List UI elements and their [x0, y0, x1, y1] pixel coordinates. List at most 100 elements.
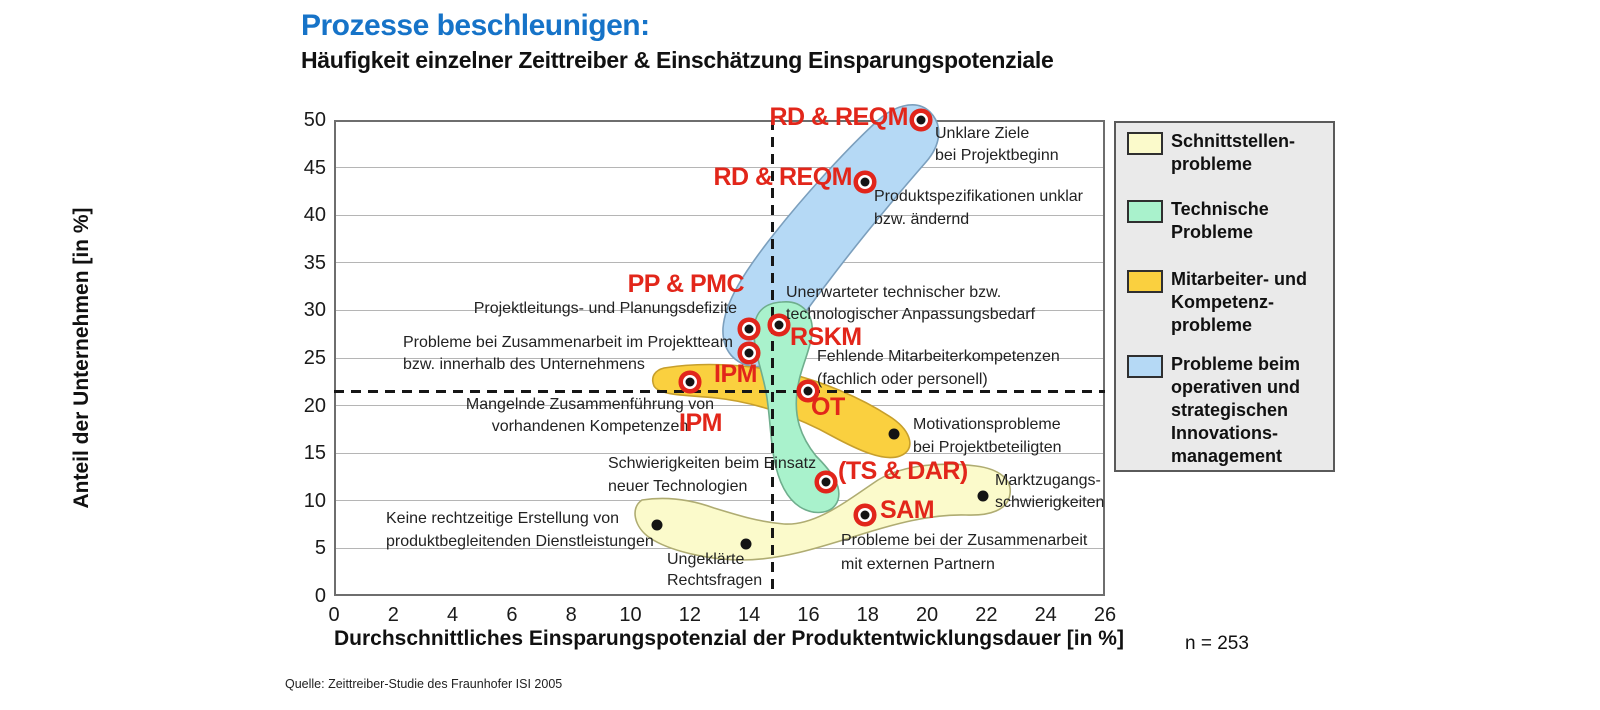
sample-size: n = 253 — [1185, 633, 1249, 654]
point-description-ts_dar: Schwierigkeiten beim Einsatz neuer Techno… — [608, 452, 816, 498]
plot-frame — [334, 120, 1105, 596]
y-tick-label: 50 — [303, 109, 326, 131]
legend-label-line: probleme — [1171, 315, 1253, 335]
cmmi-label-rskm: RSKM — [790, 323, 862, 351]
x-tick-label: 0 — [328, 604, 340, 626]
gridline-y-30 — [334, 309, 1105, 311]
legend-label-line: Mitarbeiter- und — [1171, 269, 1308, 289]
point-description-line: vorhandenen Kompetenzen — [491, 418, 689, 435]
cmmi-label-unklare_ziele: RD & REQM — [769, 103, 908, 131]
x-tick-label: 12 — [678, 604, 701, 626]
point-description-dienstleistungen: Keine rechtzeitige Erstellung von produkt… — [386, 507, 654, 553]
legend-label-line: Technische — [1171, 199, 1269, 219]
schnittstellen-legend-swatch — [1127, 132, 1163, 155]
technisch-legend-swatch — [1127, 200, 1163, 223]
y-tick-label: 30 — [303, 299, 326, 322]
y-tick-label: 10 — [303, 489, 326, 512]
point-description-line: Probleme bei der Zusammenarbeit — [841, 532, 1088, 549]
point-description-line: Keine rechtzeitige Erstellung von — [386, 510, 620, 527]
point-description-line: Marktzugangs- — [995, 472, 1101, 489]
cmmi-label-pp_pmc: PP & PMC — [627, 270, 745, 298]
x-tick-label: 26 — [1093, 604, 1117, 626]
point-description-line: Schwierigkeiten beim Einsatz — [608, 455, 817, 472]
y-tick-label: 45 — [303, 156, 326, 179]
data-point-pp_pmc — [744, 324, 754, 334]
point-description-sam: Probleme bei der Zusammenarbeit mit exter… — [841, 529, 1087, 577]
cmmi-label-produktspez: RD & REQM — [713, 163, 852, 191]
x-tick-label: 20 — [915, 604, 939, 626]
y-axis-title: Anteil der Unternehmen [in %] — [70, 207, 93, 509]
point-description-unklare_ziele: Unklare Ziele bei Projektbeginn — [935, 123, 1059, 167]
innovation-legend-swatch — [1127, 355, 1163, 378]
y-tick-label: 25 — [303, 347, 326, 369]
x-tick-label: 4 — [447, 604, 459, 626]
legend-label-line: strategischen — [1171, 400, 1289, 420]
data-point-motivation — [888, 428, 900, 440]
x-tick-label: 14 — [738, 604, 761, 626]
data-point-rechtsfragen — [740, 538, 752, 550]
page-title: Prozesse beschleunigen: — [301, 9, 650, 42]
point-description-ipm_kompetenzen: Mangelnde Zusammenführung von vorhandenen… — [370, 394, 810, 438]
gridline-y-45 — [334, 167, 1105, 169]
x-tick-label: 22 — [975, 604, 998, 626]
point-description-line: Unklare Ziele — [935, 125, 1030, 142]
point-description-rskm: Unerwarteter technischer bzw. technologis… — [786, 282, 1035, 326]
point-description-line: (fachlich oder personell) — [817, 371, 988, 388]
gridline-y-40 — [334, 214, 1105, 216]
cmmi-label-ipm_team: IPM — [714, 360, 757, 388]
point-description-line: schwierigkeiten — [995, 494, 1105, 511]
gridline-y-35 — [334, 262, 1105, 264]
legend-label-line: Probleme — [1171, 222, 1254, 242]
data-point-ipm_kompetenzen — [685, 377, 695, 387]
cmmi-label-ot: OT — [811, 393, 845, 421]
data-point-ipm_team — [744, 348, 754, 358]
point-description-ipm_team: Probleme bei Zusammenarbeit im Projektte… — [403, 332, 733, 376]
x-tick-label: 2 — [387, 604, 399, 626]
x-axis-title: Durchschnittliches Einsparungspotenzial … — [334, 627, 1124, 650]
point-description-motivation: Motivationsprobleme bei Projektbeteiligte… — [913, 413, 1062, 459]
y-tick-label: 5 — [314, 537, 326, 560]
point-description-line: Rechtsfragen — [667, 572, 763, 589]
data-point-marktzugang — [977, 490, 989, 502]
legend-label-line: management — [1171, 446, 1283, 466]
y-tick-label: 40 — [303, 204, 326, 227]
point-description-line: Projektleitungs- und Planungsdefizite — [473, 300, 737, 317]
point-description-line: bei Projektbeteiligten — [913, 439, 1062, 456]
point-description-line: Produktspezifikationen unklar — [874, 188, 1084, 205]
point-description-line: bzw. ändernd — [874, 211, 970, 228]
data-point-sam — [860, 510, 870, 520]
point-description-line: produktbegleitenden Dienstleistungen — [386, 533, 654, 550]
legend-label-line: probleme — [1171, 154, 1253, 174]
gridline-y-25 — [334, 357, 1105, 359]
data-point-rskm — [774, 320, 784, 330]
x-tick-label: 10 — [619, 604, 642, 626]
legend-label-schnittstellen: Schnittstellen-probleme — [1171, 130, 1295, 176]
legend-label-kompetenz: Mitarbeiter- und Kompetenz-probleme — [1171, 268, 1307, 337]
cmmi-label-ipm_kompetenzen: IPM — [679, 409, 722, 437]
point-description-line: bei Projektbeginn — [935, 147, 1059, 164]
data-point-produktspez — [860, 177, 870, 187]
x-tick-label: 6 — [506, 604, 518, 626]
legend-label-line: Kompetenz- — [1171, 292, 1274, 312]
point-description-marktzugang: Marktzugangs-schwierigkeiten — [995, 470, 1104, 514]
x-tick-label: 24 — [1034, 604, 1057, 626]
source-note: Quelle: Zeittreiber-Studie des Fraunhofe… — [285, 677, 563, 691]
legend-label-line: Innovations- — [1171, 423, 1278, 443]
point-description-line: Mangelnde Zusammenführung von — [465, 396, 715, 413]
point-description-line: neuer Technologien — [608, 478, 748, 495]
y-tick-label: 35 — [303, 251, 326, 274]
data-point-unklare_ziele — [916, 115, 926, 125]
legend: Schnittstellen-probleme Technische Problem… — [1114, 121, 1335, 472]
y-tick-label: 0 — [314, 585, 326, 607]
cmmi-label-ts_dar: (TS & DAR) — [838, 457, 968, 485]
legend-label-line: Probleme beim — [1171, 354, 1301, 374]
y-tick-label: 20 — [303, 394, 326, 417]
point-description-line: Ungeklärte — [667, 551, 745, 568]
x-tick-label: 16 — [797, 604, 820, 626]
point-description-rechtsfragen: Ungeklärte Rechtsfragen — [667, 549, 762, 591]
y-tick-label: 15 — [303, 442, 326, 465]
cmmi-label-sam: SAM — [880, 496, 935, 524]
legend-label-technisch: Technische Probleme — [1171, 198, 1269, 244]
point-description-line: Unerwarteter technischer bzw. — [786, 284, 1002, 301]
